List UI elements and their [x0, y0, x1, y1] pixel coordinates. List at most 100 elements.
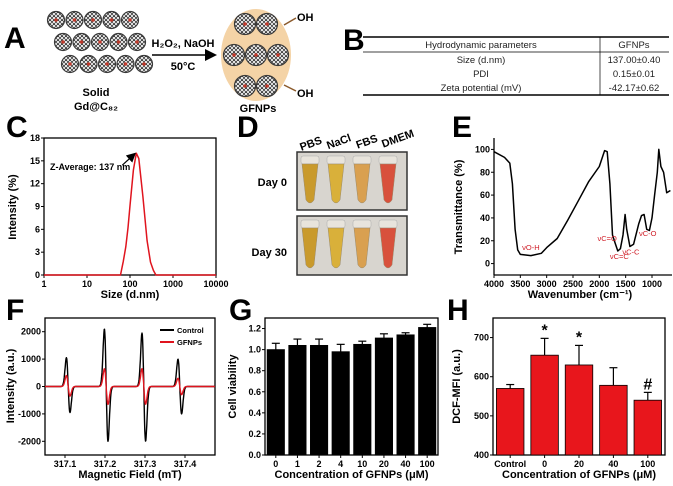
significance-marker: * [541, 322, 548, 339]
peak-annotation: νO-H [522, 243, 540, 252]
z-average-annotation: Z-Average: 137 nm [50, 162, 130, 172]
bar [331, 351, 350, 456]
solid-label: Solid [83, 87, 110, 99]
bar [353, 343, 372, 456]
sample-tube [353, 227, 371, 269]
chart-dcf-mfi: 400 500 600 700 Control 0 * 20 * 40 100 # Concentrat… [451, 317, 666, 481]
y-axis-title: DCF-MFI (a.u.) [451, 349, 463, 424]
gd-atom-icon [243, 22, 247, 26]
tube-cap [300, 219, 320, 229]
hydrodynamic-table: Hydrodynamic parameters GFNPs Size (d.nm… [363, 36, 669, 96]
table-cell: PDI [473, 69, 489, 80]
x-tick-label: 10 [357, 459, 367, 469]
gd-atom-icon [135, 40, 139, 44]
gd-atom-icon [91, 18, 95, 22]
panel-label-h: H [447, 294, 469, 327]
sample-tube [301, 227, 319, 269]
y-tick-label: 0 [485, 259, 490, 269]
gd-atom-icon [98, 40, 102, 44]
gd-atom-icon [61, 40, 65, 44]
x-tick-label: 2500 [563, 279, 583, 289]
x-tick-label: 1 [295, 459, 300, 469]
x-tick-label: 20 [574, 459, 584, 469]
gd-atom-icon [109, 18, 114, 22]
gd-atom-icon [265, 22, 269, 26]
bar [496, 388, 525, 456]
column-label: FBS [355, 133, 380, 152]
x-tick-label: 10000 [203, 279, 228, 289]
bar [599, 384, 628, 456]
x-tick-label: 1500 [616, 279, 636, 289]
y-tick-label: 6 [35, 224, 40, 234]
sample-tube [379, 163, 397, 204]
y-axis-title: Transmittance (%) [453, 159, 465, 254]
y-tick-label: 40 [480, 213, 490, 223]
plot-frame [264, 317, 439, 456]
tube-cap [326, 155, 346, 165]
table-cell: Zeta potential (mV) [441, 83, 522, 94]
panel-label-b: B [343, 24, 365, 57]
gd-atom-icon [265, 84, 269, 88]
y-tick-label: 500 [474, 411, 489, 421]
tube-cap [352, 219, 372, 229]
table-cell: 0.15±0.01 [613, 69, 655, 80]
solid-formula: Gd@C₈₂ [74, 101, 118, 113]
bar [396, 334, 415, 456]
y-axis-title: Intensity (a.u.) [5, 348, 17, 423]
y-tick-label: 0.6 [248, 387, 261, 397]
x-tick-label: 40 [608, 459, 618, 469]
y-tick-label: 18 [30, 133, 40, 143]
y-tick-label: 15 [30, 156, 40, 166]
panel-label-d: D [237, 111, 259, 144]
x-axis-title: Concentration of GFNPs (μM) [502, 469, 656, 481]
x-tick-label: 100 [122, 279, 137, 289]
panel-label-c: C [6, 111, 28, 144]
oh-bond [283, 17, 297, 26]
y-tick-label: 2000 [21, 327, 41, 337]
table-cell: Size (d.nm) [457, 55, 506, 66]
solid-fullerene-crystal [46, 10, 154, 74]
sample-tube [379, 227, 397, 269]
x-axis-title: Magnetic Field (mT) [78, 469, 182, 481]
y-tick-label: 60 [480, 190, 490, 200]
bar [310, 344, 329, 456]
y-axis-title: Intensity (%) [7, 174, 19, 240]
peak-annotation: νC=C [610, 252, 630, 261]
bar [418, 327, 437, 456]
gfnp-fullerenes [222, 12, 290, 98]
x-tick-label: 317.3 [134, 459, 157, 469]
tube-cap [300, 155, 320, 165]
sample-tube [327, 227, 345, 269]
y-tick-label: 600 [474, 372, 489, 382]
x-tick-label: 2000 [589, 279, 609, 289]
sample-tube [327, 163, 345, 204]
gd-atom-icon [232, 53, 236, 57]
x-axis-title: Size (d.nm) [101, 289, 160, 301]
gd-atom-icon [128, 18, 132, 22]
bar [266, 349, 285, 456]
x-tick-label: 3000 [537, 279, 557, 289]
bar [633, 399, 662, 456]
bar [288, 344, 307, 456]
chart-cell-viability: 0.0 0.2 0.4 0.6 0.8 1.0 1.2 0 1 2 4 10 20 40 100Concen… [227, 317, 439, 481]
stability-photo: PBS NaCl FBS DMEM Day 0 Day 30 [252, 128, 416, 276]
row-label: Day 30 [252, 247, 287, 259]
gd-atom-icon [105, 62, 109, 66]
x-tick-label: 3500 [510, 279, 530, 289]
table-cell: -42.17±0.62 [609, 83, 660, 94]
y-tick-label: 100 [475, 144, 490, 154]
y-tick-label: 400 [474, 450, 489, 460]
oh-label: OH [297, 88, 314, 100]
x-tick-label: 317.2 [94, 459, 117, 469]
x-tick-label: 4 [338, 459, 343, 469]
y-tick-label: 0 [36, 382, 41, 392]
y-tick-label: 0 [35, 270, 40, 280]
oh-label: OH [297, 12, 314, 24]
y-axis-title: Cell viability [227, 354, 239, 419]
product-label: GFNPs [240, 103, 277, 115]
y-tick-label: 0.4 [248, 408, 261, 418]
x-axis-title: Concentration of GFNPs (μM) [275, 469, 429, 481]
gd-atom-icon [54, 18, 58, 22]
tube-cap [378, 155, 398, 165]
tube-cap [326, 219, 346, 229]
